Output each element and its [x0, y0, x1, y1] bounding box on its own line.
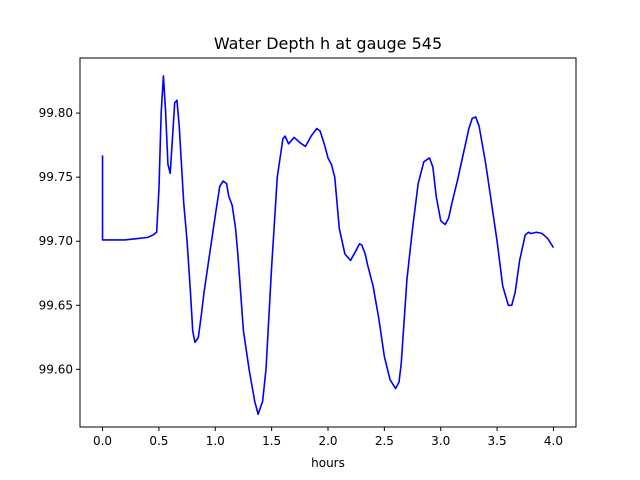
y-axis: 99.60 99.65 99.70 99.75 99.80: [39, 106, 80, 376]
x-tick-label: 0.0: [93, 434, 112, 448]
y-tick-label: 99.60: [39, 362, 73, 376]
y-tick-label: 99.65: [39, 298, 73, 312]
x-tick-label: 4.0: [544, 434, 563, 448]
x-tick-label: 1.0: [206, 434, 225, 448]
y-tick-label: 99.70: [39, 234, 73, 248]
chart-title: Water Depth h at gauge 545: [214, 34, 442, 53]
series-layer: [101, 75, 555, 415]
y-tick-label: 99.75: [39, 170, 73, 184]
y-tick-label: 99.80: [39, 106, 73, 120]
x-tick-label: 1.5: [262, 434, 281, 448]
x-tick-label: 3.0: [431, 434, 450, 448]
x-axis: 0.0 0.5 1.0 1.5 2.0 2.5 3.0 3.5 4.0: [93, 427, 563, 448]
series-line-0: [101, 75, 555, 415]
x-tick-label: 2.0: [318, 434, 337, 448]
x-tick-label: 0.5: [149, 434, 168, 448]
x-axis-label: hours: [311, 456, 345, 470]
x-tick-label: 2.5: [375, 434, 394, 448]
x-tick-label: 3.5: [488, 434, 507, 448]
